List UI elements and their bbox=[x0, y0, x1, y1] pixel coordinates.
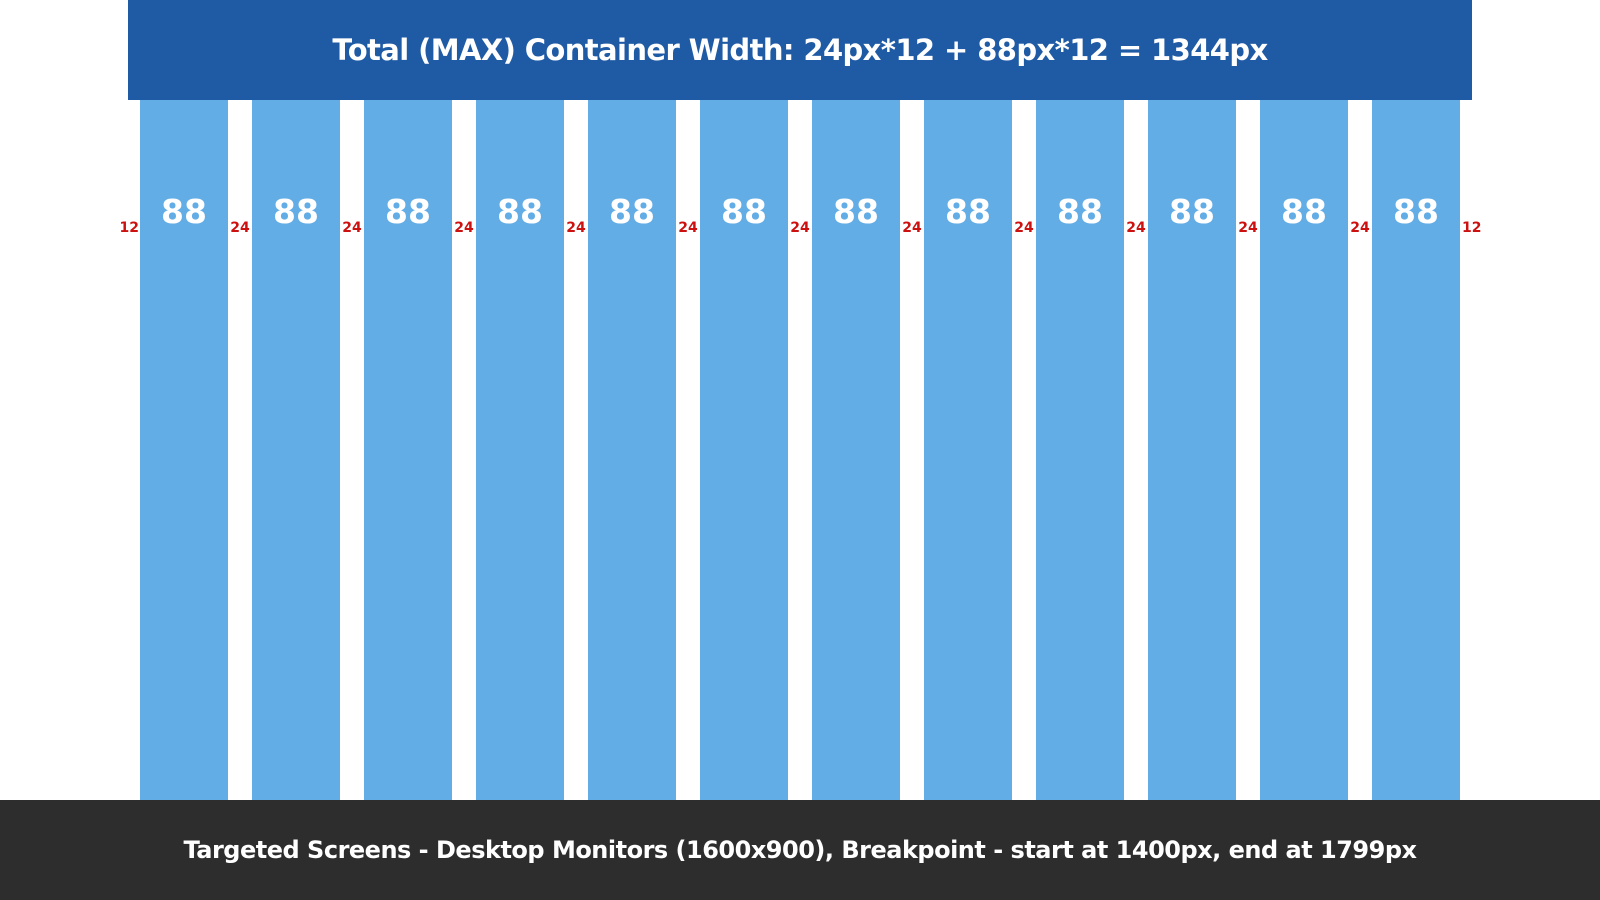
gutter-9: 24 bbox=[1124, 0, 1148, 800]
header-title: Total (MAX) Container Width: 24px*12 + 8… bbox=[332, 33, 1268, 67]
column-width-label: 88 bbox=[497, 192, 543, 231]
targeted-screens-footer: Targeted Screens - Desktop Monitors (160… bbox=[0, 800, 1600, 900]
column-width-label: 88 bbox=[609, 192, 655, 231]
gutter-width-label: 24 bbox=[1238, 220, 1258, 236]
gutter-3: 24 bbox=[452, 0, 476, 800]
outer-gutter-first: 12 bbox=[120, 0, 140, 800]
grid-column-3: 88 bbox=[364, 0, 452, 800]
column-width-label: 88 bbox=[945, 192, 991, 231]
gutter-6: 24 bbox=[788, 0, 812, 800]
column-width-label: 88 bbox=[721, 192, 767, 231]
gutter-8: 24 bbox=[1012, 0, 1036, 800]
grid-column-5: 88 bbox=[588, 0, 676, 800]
grid-column-4: 88 bbox=[476, 0, 564, 800]
gutter-width-label: 24 bbox=[566, 220, 586, 236]
gutter-width-label: 24 bbox=[678, 220, 698, 236]
grid-column-6: 88 bbox=[700, 0, 788, 800]
gutter-width-label: 24 bbox=[454, 220, 474, 236]
grid-column-12: 88 bbox=[1372, 0, 1460, 800]
gutter-width-label: 24 bbox=[902, 220, 922, 236]
gutter-width-label: 24 bbox=[342, 220, 362, 236]
gutter-2: 24 bbox=[340, 0, 364, 800]
grid-column-7: 88 bbox=[812, 0, 900, 800]
gutter-width-label: 12 bbox=[119, 220, 139, 236]
gutter-1: 24 bbox=[228, 0, 252, 800]
column-width-label: 88 bbox=[1281, 192, 1327, 231]
column-width-label: 88 bbox=[1169, 192, 1215, 231]
gutter-4: 24 bbox=[564, 0, 588, 800]
column-width-label: 88 bbox=[1393, 192, 1439, 231]
gutter-7: 24 bbox=[900, 0, 924, 800]
grid-column-8: 88 bbox=[924, 0, 1012, 800]
container-width-header: Total (MAX) Container Width: 24px*12 + 8… bbox=[128, 0, 1472, 100]
column-width-label: 88 bbox=[273, 192, 319, 231]
gutter-width-label: 24 bbox=[230, 220, 250, 236]
grid-column-11: 88 bbox=[1260, 0, 1348, 800]
grid-column-2: 88 bbox=[252, 0, 340, 800]
column-width-label: 88 bbox=[1057, 192, 1103, 231]
gutter-width-label: 24 bbox=[1126, 220, 1146, 236]
gutter-width-label: 24 bbox=[1014, 220, 1034, 236]
gutter-5: 24 bbox=[676, 0, 700, 800]
gutter-10: 24 bbox=[1236, 0, 1260, 800]
grid-column-9: 88 bbox=[1036, 0, 1124, 800]
footer-text: Targeted Screens - Desktop Monitors (160… bbox=[183, 836, 1417, 864]
column-width-label: 88 bbox=[833, 192, 879, 231]
grid-column-10: 88 bbox=[1148, 0, 1236, 800]
gutter-11: 24 bbox=[1348, 0, 1372, 800]
column-width-label: 88 bbox=[385, 192, 431, 231]
grid-column-1: 88 bbox=[140, 0, 228, 800]
outer-gutter-last: 12 bbox=[1460, 0, 1481, 800]
gutter-width-label: 24 bbox=[1350, 220, 1370, 236]
column-grid: 12 88 24 88 24 88 24 88 24 88 24 88 24 88 24 88 24 88 24 88… bbox=[120, 0, 1481, 800]
gutter-width-label: 24 bbox=[790, 220, 810, 236]
gutter-width-label: 12 bbox=[1462, 220, 1482, 236]
column-width-label: 88 bbox=[161, 192, 207, 231]
